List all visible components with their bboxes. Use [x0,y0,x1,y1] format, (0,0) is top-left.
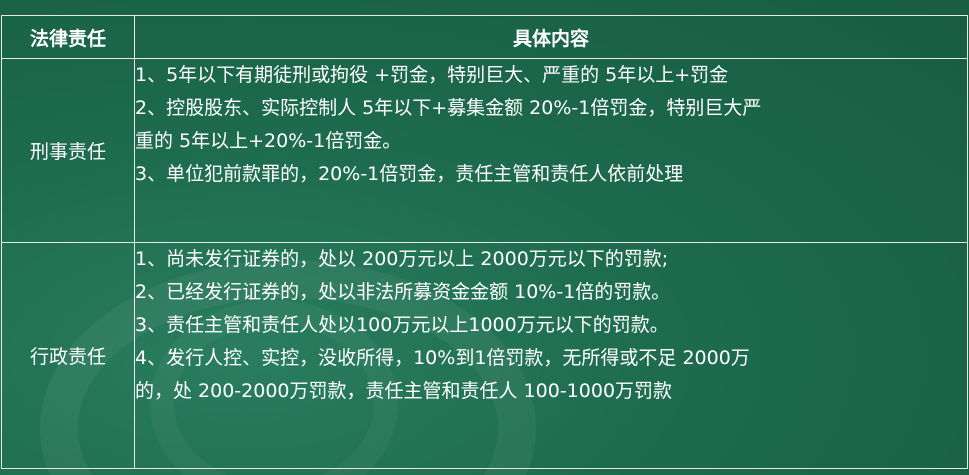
table-header-row: 法律责任 具体内容 [1,15,968,59]
administrative-line-1: 1、尚未发行证券的，处以 200万元以上 2000万元以下的罚款; [135,248,669,270]
criminal-line-2: 2、控股股东、实际控制人 5年以下+募集金额 20%-1倍罚金，特别巨大严 [135,97,762,119]
row-content-criminal: 1、5年以下有期徒刑或拘役 +罚金，特别巨大、严重的 5年以上+罚金 2、控股股… [134,58,968,243]
header-legal-liability: 法律责任 [1,15,135,59]
criminal-line-1: 1、5年以下有期徒刑或拘役 +罚金，特别巨大、严重的 5年以上+罚金 [135,64,729,86]
row-label-administrative: 行政责任 [1,242,135,469]
table-row-administrative: 行政责任 1、尚未发行证券的，处以 200万元以上 2000万元以下的罚款; 2… [1,242,968,469]
liability-table: 法律责任 具体内容 刑事责任 1、5年以下有期徒刑或拘役 +罚金，特别巨大、严重… [1,15,968,469]
header-specific-content: 具体内容 [134,15,968,59]
administrative-line-5: 的，处 200-2000万罚款，责任主管和责任人 100-1000万罚款 [135,380,673,402]
row-label-criminal: 刑事责任 [1,58,135,243]
criminal-line-4: 3、单位犯前款罪的，20%-1倍罚金，责任主管和责任人依前处理 [135,163,684,185]
criminal-line-3: 重的 5年以上+20%-1倍罚金。 [135,130,402,152]
administrative-line-4: 4、发行人控、实控，没收所得，10%到1倍罚款，无所得或不足 2000万 [135,347,750,369]
administrative-line-3: 3、责任主管和责任人处以100万元以上1000万元以下的罚款。 [135,314,669,336]
administrative-line-2: 2、已经发行证券的，处以非法所募资金金额 10%-1倍的罚款。 [135,281,671,303]
row-content-administrative: 1、尚未发行证券的，处以 200万元以上 2000万元以下的罚款; 2、已经发行… [134,242,968,469]
table-row-criminal: 刑事责任 1、5年以下有期徒刑或拘役 +罚金，特别巨大、严重的 5年以上+罚金 … [1,58,968,243]
